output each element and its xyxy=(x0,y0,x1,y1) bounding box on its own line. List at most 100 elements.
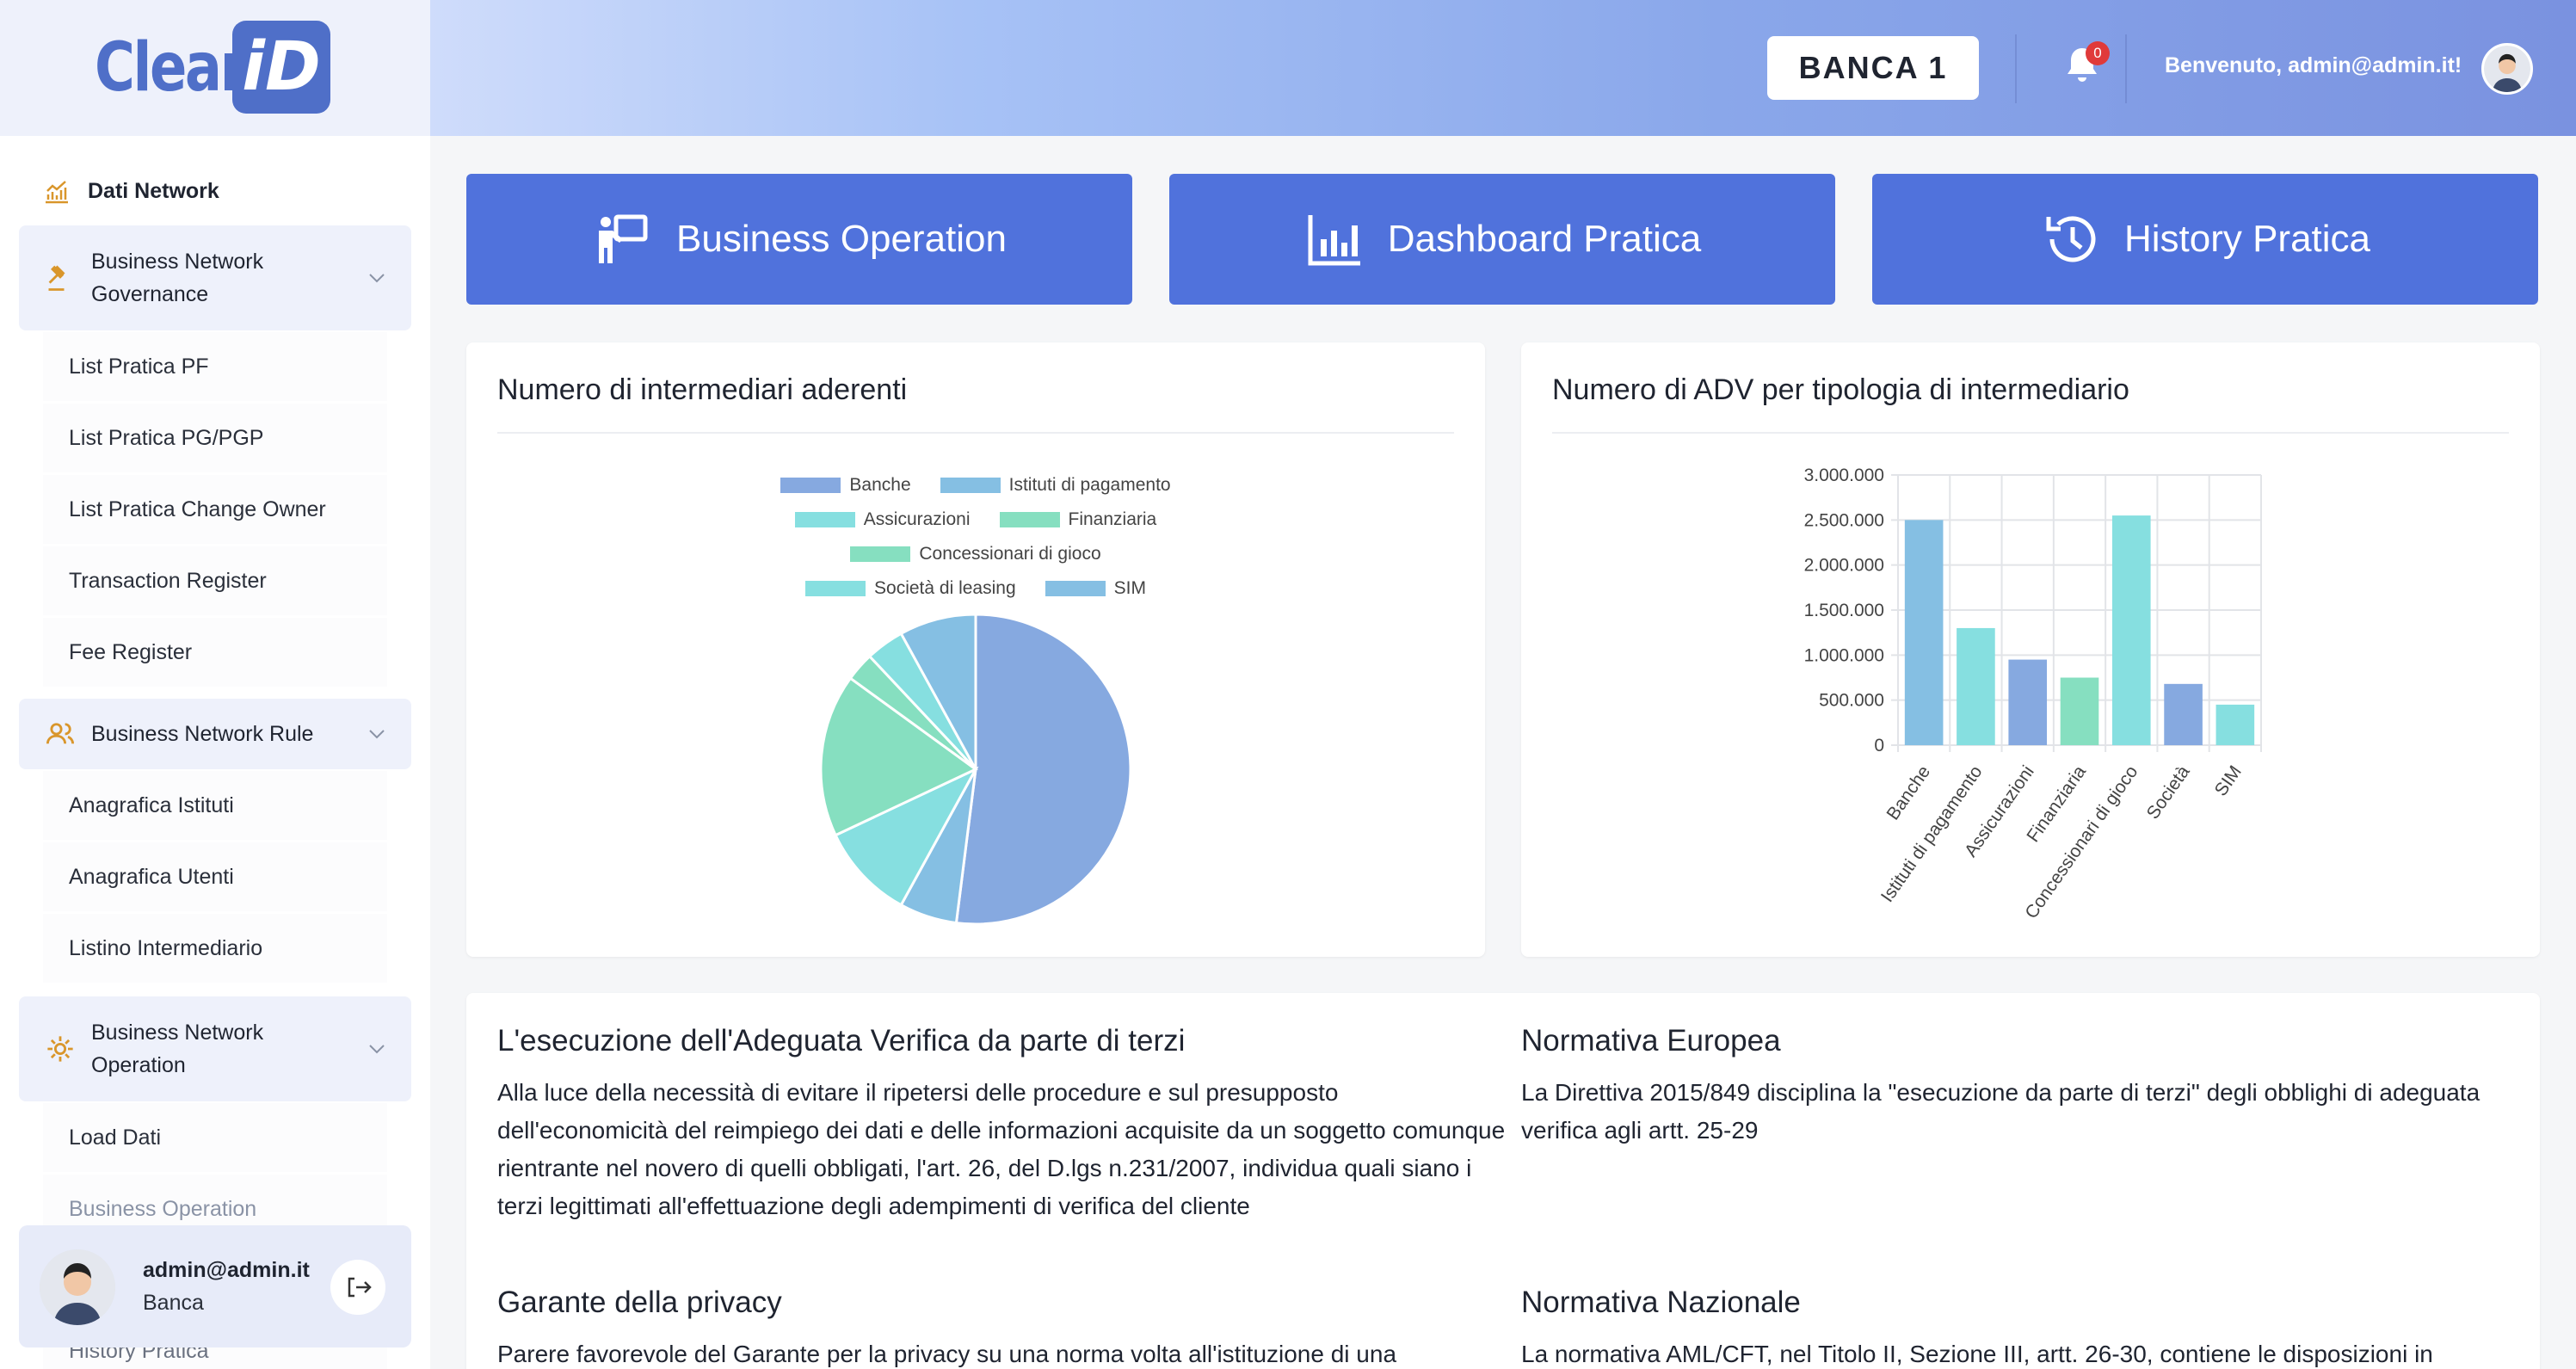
sidebar-item-label: Fee Register xyxy=(69,639,193,664)
bar[interactable] xyxy=(2215,704,2255,745)
pie-slice[interactable] xyxy=(834,766,979,907)
legend-item[interactable]: Istituti di pagamento xyxy=(940,475,1171,496)
presentation-icon xyxy=(599,214,648,263)
chevron-down-icon[interactable] xyxy=(367,1039,387,1059)
sidebar-item-transaction-register[interactable]: Transaction Register xyxy=(43,546,387,615)
pie-slice[interactable] xyxy=(899,613,977,770)
sidebar-group-governance[interactable]: Business Network Governance xyxy=(19,225,411,330)
sidebar-item-load-dati[interactable]: Load Dati xyxy=(43,1103,387,1172)
sidebar-group-operation[interactable]: Business Network Operation xyxy=(19,996,411,1101)
business-operation-button[interactable]: Business Operation xyxy=(466,174,1132,305)
legend-row: Assicurazioni Finanziaria xyxy=(466,509,1485,530)
y-tick-label: 500.000 xyxy=(1819,691,1884,711)
button-label: Business Operation xyxy=(676,218,1007,260)
legend-item[interactable]: Società di leasing xyxy=(805,578,1016,599)
legend-label: Assicurazioni xyxy=(863,509,971,529)
pie-slice[interactable] xyxy=(954,613,1132,926)
chart-title: Numero di ADV per tipologia di intermedi… xyxy=(1552,373,2129,406)
chart-title: Numero di intermediari aderenti xyxy=(497,373,908,406)
user-role: Banca xyxy=(143,1291,204,1315)
avatar xyxy=(40,1249,115,1325)
legend-swatch xyxy=(1045,581,1106,596)
sidebar-item-list-pratica-pg[interactable]: List Pratica PG/PGP xyxy=(43,404,387,472)
logo-badge: iD xyxy=(232,21,330,114)
chart-line-icon xyxy=(46,181,68,204)
info-paragraph: La normativa AML/CFT, nel Titolo II, Sez… xyxy=(1521,1341,2433,1367)
pie-slice[interactable] xyxy=(819,676,978,837)
legend-item[interactable]: Concessionari di gioco xyxy=(850,544,1101,564)
divider xyxy=(2125,34,2127,103)
top-bar: BANCA 1 0 Benvenuto, admin@admin.it! xyxy=(430,0,2576,136)
dashboard-pratica-button[interactable]: Dashboard Pratica xyxy=(1169,174,1835,305)
users-icon xyxy=(46,723,75,744)
bar[interactable] xyxy=(2111,515,2151,745)
sidebar-group-label: Business Network Governance xyxy=(91,250,264,306)
button-label: Dashboard Pratica xyxy=(1387,218,1702,260)
info-heading: Normativa Europea xyxy=(1521,1024,1781,1058)
sidebar-item-label: Anagrafica Utenti xyxy=(69,864,234,889)
sidebar: Clear iD Dati Network Business Network G… xyxy=(0,0,430,1369)
info-paragraph: Parere favorevole del Garante per la pri… xyxy=(497,1341,1397,1367)
y-tick-label: 0 xyxy=(1874,736,1884,755)
welcome-text: Benvenuto, admin@admin.it! xyxy=(2165,53,2462,77)
legend-swatch xyxy=(850,546,911,562)
bar[interactable] xyxy=(2060,677,2099,746)
y-tick-label: 1.000.000 xyxy=(1804,645,1884,665)
bar-chart-card: Numero di ADV per tipologia di intermedi… xyxy=(1521,342,2540,957)
info-paragraph: Alla luce della necessità di evitare il … xyxy=(497,1079,1506,1219)
avatar[interactable] xyxy=(2481,43,2533,95)
bar[interactable] xyxy=(2008,659,2048,745)
bar-chart: 0 500.000 1.000.000 1.500.000 2.000.000 2.500… xyxy=(1804,466,2262,922)
sidebar-item-anagrafica-utenti[interactable]: Anagrafica Utenti xyxy=(43,842,387,911)
legend-label: Banche xyxy=(849,475,911,495)
legend-row: Società di leasing SIM xyxy=(466,578,1485,599)
legend-swatch xyxy=(805,581,866,596)
gavel-icon xyxy=(48,265,65,291)
sidebar-group-label: Business Network Operation xyxy=(91,1021,264,1077)
y-tick-label: 2.500.000 xyxy=(1804,510,1884,530)
sidebar-item-listino-intermediario[interactable]: Listino Intermediario xyxy=(43,914,387,983)
legend-swatch xyxy=(794,512,855,527)
sidebar-item-label: Load Dati xyxy=(69,1125,162,1150)
info-heading: Garante della privacy xyxy=(497,1286,782,1319)
sidebar-item-label: List Pratica Change Owner xyxy=(69,496,326,521)
bar[interactable] xyxy=(2164,683,2203,745)
x-tick-label: Istituti di pagamento xyxy=(1877,762,1987,906)
pie-chart xyxy=(819,613,1132,926)
legend-item[interactable]: Banche xyxy=(780,475,911,496)
logo-text: Clear xyxy=(95,29,247,107)
legend-item[interactable]: SIM xyxy=(1045,578,1146,599)
history-icon xyxy=(2046,216,2096,262)
info-card: L'esecuzione dell'Adeguata Verifica da p… xyxy=(466,993,2540,1369)
divider xyxy=(1552,432,2509,434)
legend-row: Banche Istituti di pagamento xyxy=(466,475,1485,496)
sidebar-item-anagrafica-istituti[interactable]: Anagrafica Istituti xyxy=(43,771,387,840)
sidebar-item-label: Business Operation xyxy=(69,1196,257,1221)
sidebar-item-label: List Pratica PG/PGP xyxy=(69,425,264,450)
gear-icon xyxy=(47,1036,73,1062)
legend-row: Concessionari di gioco xyxy=(466,544,1485,564)
bank-selector-button[interactable]: BANCA 1 xyxy=(1767,36,1979,100)
app-logo[interactable]: Clear iD xyxy=(0,0,430,136)
x-tick-label: Banche xyxy=(1883,762,1935,824)
sidebar-group-rule[interactable]: Business Network Rule xyxy=(19,699,411,769)
logout-button[interactable] xyxy=(330,1260,385,1315)
sidebar-item-list-pratica-pf[interactable]: List Pratica PF xyxy=(43,332,387,401)
bar[interactable] xyxy=(1957,627,1995,745)
info-heading: Normativa Nazionale xyxy=(1521,1286,1801,1319)
legend-item[interactable]: Finanziaria xyxy=(999,509,1156,530)
chevron-down-icon[interactable] xyxy=(367,724,387,744)
legend-swatch xyxy=(940,478,1001,493)
sidebar-item-dati-network[interactable]: Dati Network xyxy=(43,172,219,210)
y-tick-label: 1.500.000 xyxy=(1804,601,1884,620)
legend-swatch xyxy=(999,512,1060,527)
bar[interactable] xyxy=(1904,520,1944,745)
legend-item[interactable]: Assicurazioni xyxy=(794,509,971,530)
sidebar-item-fee-register[interactable]: Fee Register xyxy=(43,618,387,687)
sidebar-item-list-pratica-change-owner[interactable]: List Pratica Change Owner xyxy=(43,475,387,544)
history-pratica-button[interactable]: History Pratica xyxy=(1872,174,2538,305)
user-card: admin@admin.it Banca xyxy=(19,1225,411,1347)
y-tick-label: 2.000.000 xyxy=(1804,556,1884,576)
bar-chart-icon xyxy=(1308,215,1360,266)
chevron-down-icon[interactable] xyxy=(367,268,387,288)
